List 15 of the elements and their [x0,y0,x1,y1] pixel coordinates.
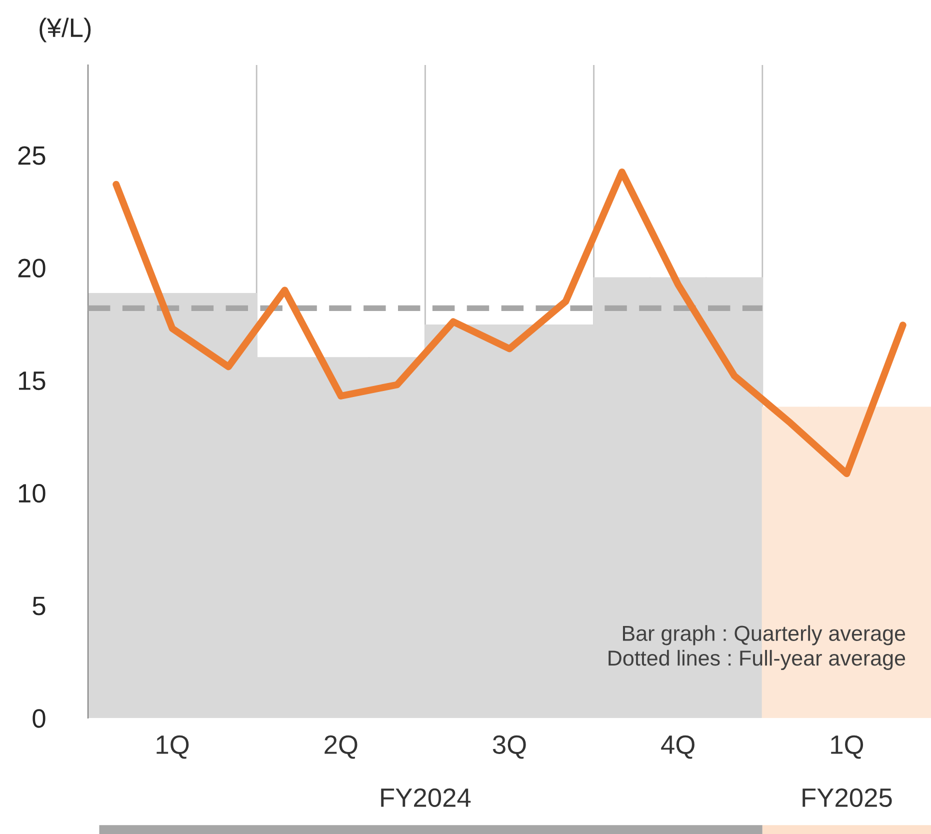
x-tick-label: 2Q [324,735,358,759]
y-tick-label: 20 [18,258,46,278]
x-tick-label: 4Q [661,735,694,759]
x-tick-label: 1Q [831,735,864,759]
y-tick-label: 10 [18,484,46,503]
y-tick-label: 5 [32,596,46,616]
x-tick-label: 3Q [492,735,526,759]
y-tick-label: 15 [18,372,46,390]
x-tick-label: 1Q [156,735,189,759]
text: FY2024 [381,788,471,808]
y-axis-title: (¥/L) [40,18,91,42]
y-tick-label: 0 [32,709,46,728]
y-tick-label: 25 [18,146,46,165]
text: FY2025 [802,788,892,808]
annotation: Bar graph : Quarterly average Dotted lines : Full-year average [608,625,906,670]
